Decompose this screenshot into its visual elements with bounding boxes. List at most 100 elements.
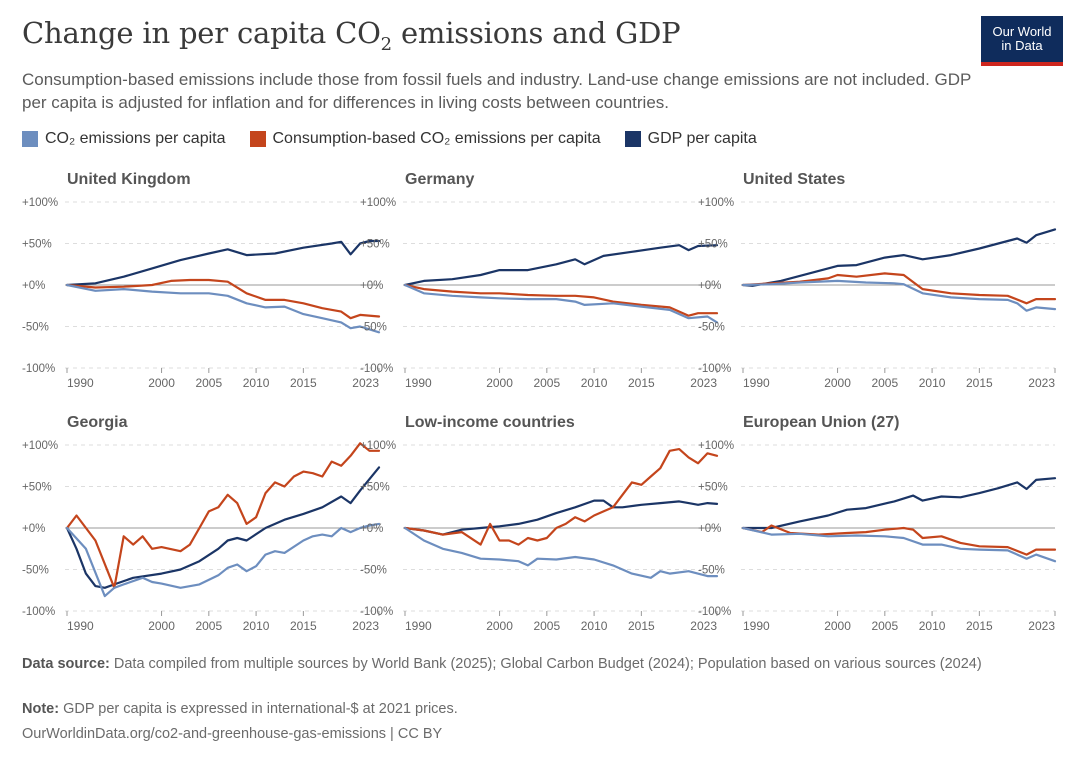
y-tick-label: +0%	[698, 280, 721, 292]
series-line-consumption	[403, 283, 719, 317]
x-tick-label: 2015	[628, 376, 655, 390]
y-tick-label: +100%	[360, 440, 396, 452]
series-line-gdp	[403, 244, 719, 287]
series-line-co2	[65, 283, 381, 334]
y-tick-label: +50%	[360, 482, 390, 494]
legend-label-co2: CO₂ emissions per capita	[45, 130, 226, 147]
source-label: Data source:	[22, 656, 110, 672]
y-tick-label: -50%	[360, 322, 387, 334]
footer-source: Data source: Data compiled from multiple…	[22, 655, 1002, 674]
x-tick-label: 2010	[243, 376, 270, 390]
x-tick-label: 2010	[581, 376, 608, 390]
x-tick-label: 2010	[919, 376, 946, 390]
x-tick-label: 2005	[533, 619, 560, 633]
legend-swatch-co2	[22, 131, 38, 147]
panel-title: Germany	[405, 171, 474, 188]
x-tick-label: 2000	[148, 376, 175, 390]
legend-item-consumption[interactable]: Consumption-based CO₂ emissions per capi…	[249, 130, 601, 148]
y-tick-label: +50%	[22, 482, 52, 494]
footer-note: Note: GDP per capita is expressed in int…	[22, 700, 1002, 719]
x-tick-label: 1990	[743, 376, 770, 390]
y-tick-label: +0%	[22, 523, 45, 535]
panel-title: United Kingdom	[67, 171, 191, 188]
series-line-gdp	[741, 477, 1057, 530]
y-tick-label: -100%	[360, 606, 393, 618]
x-tick-label: 2010	[919, 619, 946, 633]
x-tick-label: 2010	[243, 619, 270, 633]
y-tick-label: +100%	[698, 440, 734, 452]
y-tick-label: -50%	[698, 565, 725, 577]
footer-url[interactable]: OurWorldinData.org/co2-and-greenhouse-ga…	[22, 726, 443, 742]
source-text: Data compiled from multiple sources by W…	[113, 656, 982, 672]
y-tick-label: +50%	[698, 482, 728, 494]
x-tick-label: 2010	[581, 619, 608, 633]
y-tick-label: +0%	[360, 523, 383, 535]
series-line-consumption	[741, 524, 1057, 556]
x-tick-label: 2000	[148, 619, 175, 633]
x-tick-label: 2023	[690, 376, 717, 390]
x-tick-label: 2023	[352, 619, 379, 633]
y-tick-label: -100%	[360, 363, 393, 375]
chart-panel: United Kingdom +100% +50% +0% -50% -100% 1990 2…	[22, 171, 381, 390]
x-tick-label: 1990	[405, 376, 432, 390]
logo-line1: Our World	[992, 24, 1052, 39]
series-line-co2	[65, 522, 381, 598]
series-line-gdp	[403, 499, 719, 536]
x-tick-label: 2015	[290, 376, 317, 390]
y-tick-label: -50%	[22, 322, 49, 334]
y-tick-label: -100%	[22, 606, 55, 618]
x-tick-label: 2023	[690, 619, 717, 633]
chart-panel: Low-income countries +100% +50% +0% -50% -100…	[360, 414, 719, 633]
y-tick-label: -100%	[22, 363, 55, 375]
x-tick-label: 2015	[628, 619, 655, 633]
x-tick-label: 2000	[486, 376, 513, 390]
legend-swatch-gdp	[624, 131, 641, 147]
page-subtitle: Consumption-based emissions include thos…	[22, 70, 972, 112]
y-tick-label: +0%	[698, 523, 721, 535]
series-line-co2	[403, 526, 719, 579]
x-tick-label: 2005	[195, 376, 222, 390]
x-tick-label: 1990	[743, 619, 770, 633]
chart-panel: United States +100% +50% +0% -50% -100% 1990 20…	[698, 171, 1057, 390]
y-tick-label: -50%	[698, 322, 725, 334]
note-label: Note:	[22, 701, 60, 717]
x-tick-label: 2023	[1028, 376, 1055, 390]
owid-logo[interactable]: Our World in Data	[981, 16, 1063, 66]
legend-swatch-consumption	[249, 131, 266, 147]
y-tick-label: +100%	[22, 440, 58, 452]
x-tick-label: 2023	[1028, 619, 1055, 633]
legend-label-consumption: Consumption-based CO₂ emissions per capi…	[272, 130, 601, 147]
x-tick-label: 2005	[871, 619, 898, 633]
logo-bar	[981, 62, 1063, 66]
y-tick-label: +100%	[360, 197, 396, 209]
chart-panel: European Union (27) +100% +50% +0% -50% -100%…	[698, 414, 1057, 633]
x-tick-label: 2023	[352, 376, 379, 390]
y-tick-label: +50%	[22, 239, 52, 251]
x-tick-label: 2015	[966, 619, 993, 633]
note-text: GDP per capita is expressed in internati…	[63, 701, 458, 717]
x-tick-label: 1990	[405, 619, 432, 633]
series-line-consumption	[403, 448, 719, 546]
panel-title: Georgia	[67, 414, 128, 431]
y-tick-label: +50%	[360, 239, 390, 251]
series-line-gdp	[65, 239, 381, 287]
y-tick-label: -50%	[22, 565, 49, 577]
y-tick-label: +0%	[360, 280, 383, 292]
charts-svg: United Kingdom +100% +50% +0% -50% -100% 1990 2…	[22, 171, 1057, 633]
logo-line2: in Data	[1001, 38, 1043, 53]
legend-item-co2[interactable]: CO₂ emissions per capita	[22, 130, 226, 148]
legend-label-gdp: GDP per capita	[647, 130, 757, 147]
panel-title: Low-income countries	[405, 414, 575, 431]
series-line-consumption	[741, 272, 1057, 305]
x-tick-label: 2000	[824, 619, 851, 633]
series-line-co2	[741, 526, 1057, 563]
y-tick-label: +100%	[698, 197, 734, 209]
x-tick-label: 2005	[533, 376, 560, 390]
y-tick-label: -50%	[360, 565, 387, 577]
chart-panel: Georgia +100% +50% +0% -50% -100% 1990 2000 2005…	[22, 414, 381, 633]
x-tick-label: 1990	[67, 619, 94, 633]
x-tick-label: 2015	[290, 619, 317, 633]
x-tick-label: 2015	[966, 376, 993, 390]
y-tick-label: -100%	[698, 363, 731, 375]
legend-item-gdp[interactable]: GDP per capita	[624, 130, 757, 148]
